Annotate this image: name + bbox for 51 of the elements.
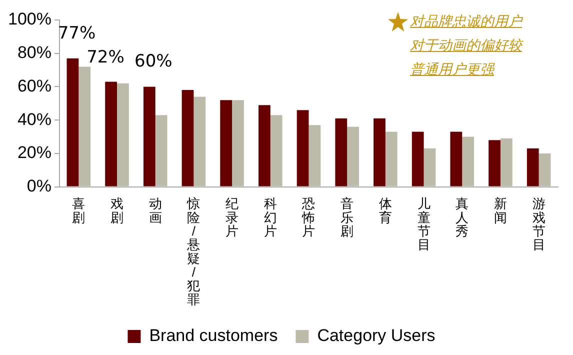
x-tick-label: 音乐剧 [340,196,354,239]
bar [105,82,117,186]
bar [308,125,321,186]
y-tick-label: 20% [17,143,52,162]
bar [78,66,91,186]
bar [424,148,436,186]
bar [335,118,348,186]
x-tick-label: 喜剧 [72,196,86,225]
legend-label: Category Users [317,326,436,346]
bar [66,58,79,186]
x-tick-label: 惊险/悬疑/犯罪 [186,196,200,307]
bar [194,96,206,186]
bar [182,90,194,186]
bar [374,118,386,186]
x-tick-label: 科幻片 [264,196,277,239]
bar [538,153,551,186]
bar [155,115,168,186]
bar [385,132,398,186]
x-tick-label: 戏剧 [110,196,124,225]
bar [488,140,500,186]
y-tick-label: 40% [17,110,52,129]
bar [462,136,474,186]
bar [526,148,539,186]
x-tick-label: 体育 [378,196,392,225]
bar [232,100,244,186]
bar [450,132,462,186]
y-tick-label: 0% [26,176,52,196]
bar [270,115,282,186]
x-tick-label: 真人秀 [456,196,469,239]
x-tick-label: 纪录片 [226,196,239,239]
annotation: 对品牌忠诚的用户对于动画的偏好较普通用户更强 [410,13,524,80]
y-tick-label: 100% [8,10,52,29]
data-label: 60% [134,52,172,72]
y-tick-label: 60% [17,76,52,96]
bar [258,105,270,186]
bar [412,132,424,186]
bar [220,100,232,186]
bar [296,110,309,186]
x-tick-label: 恐怖片 [301,196,316,239]
legend-label: Brand customers [149,326,278,346]
x-tick-label: 游戏节目 [532,196,546,252]
bar [500,138,512,186]
bar [117,83,129,186]
data-label: 72% [86,48,124,68]
x-tick-label: 新闻 [494,196,507,225]
x-tick-label: 动画 [148,196,162,225]
bar [347,126,359,186]
data-label: 77% [58,23,96,44]
y-tick-label: 80% [17,43,52,62]
x-tick-label: 儿童节目 [417,196,430,252]
bar [143,86,156,186]
